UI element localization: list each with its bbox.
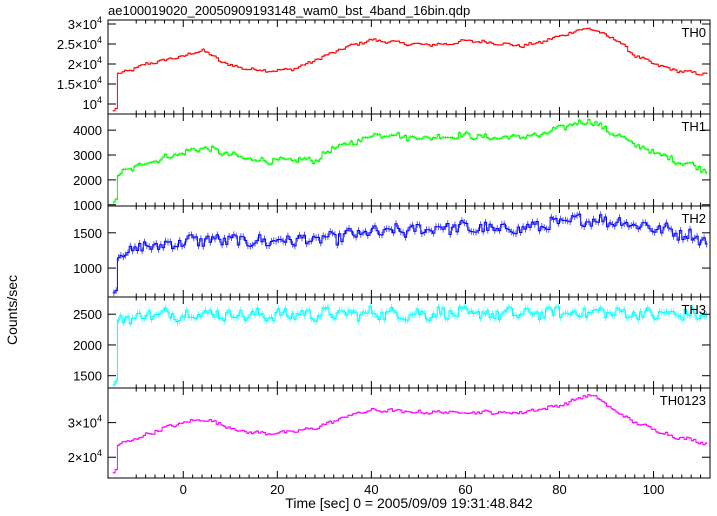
- y-tick-label: 2500: [73, 307, 102, 322]
- y-tick-label: 2.5×104: [57, 35, 102, 52]
- y-axis-label: Counts/sec: [4, 274, 20, 346]
- series-line-th3: [112, 305, 708, 386]
- series-line-th0: [112, 27, 708, 112]
- series-errorbars-th0: [113, 27, 707, 112]
- y-tick-label: 2×104: [68, 448, 102, 465]
- y-tick-label: 4000: [73, 123, 102, 138]
- y-tick-label: 3000: [73, 148, 102, 163]
- series-errorbars-th3: [113, 303, 707, 389]
- y-tick-label: 1000: [73, 261, 102, 276]
- series-line-th0123: [112, 394, 708, 474]
- y-tick-label: 3×104: [68, 15, 102, 32]
- y-tick-label: 3×104: [68, 414, 102, 431]
- y-tick-label: 1000: [73, 198, 102, 213]
- x-tick-label: 20: [270, 482, 284, 497]
- series-errorbars-th2: [113, 210, 707, 297]
- y-tick-label: 1500: [73, 369, 102, 384]
- series-label-th0: TH0: [681, 25, 706, 40]
- x-tick-label: 0: [180, 482, 187, 497]
- y-tick-label: 104: [83, 95, 102, 112]
- panel-frame-th0123: [107, 387, 711, 479]
- y-tick-label: 1.5×104: [57, 75, 102, 92]
- series-line-th2: [112, 213, 708, 294]
- series-label-th3: TH3: [681, 302, 706, 317]
- series-label-th0123: TH0123: [660, 393, 706, 408]
- panel-frame-th0: [107, 19, 711, 115]
- x-tick-label: 60: [458, 482, 472, 497]
- series-line-th1: [112, 119, 708, 203]
- y-tick-label: 2×104: [68, 55, 102, 72]
- chart-title: ae100019020_20050909193148_wam0_bst_4ban…: [108, 3, 471, 18]
- x-tick-label: 40: [364, 482, 378, 497]
- x-tick-label: 80: [552, 482, 566, 497]
- x-axis-label: Time [sec] 0 = 2005/09/09 19:31:48.842: [285, 495, 533, 511]
- series-label-th2: TH2: [681, 211, 706, 226]
- series-label-th1: TH1: [681, 119, 706, 134]
- panel-frame-th1: [107, 113, 711, 207]
- series-errorbars-th1: [113, 117, 707, 204]
- y-tick-label: 2000: [73, 173, 102, 188]
- x-tick-label: 100: [643, 482, 665, 497]
- y-tick-label: 1500: [73, 226, 102, 241]
- y-tick-label: 2000: [73, 338, 102, 353]
- series-errorbars-th0123: [113, 393, 707, 474]
